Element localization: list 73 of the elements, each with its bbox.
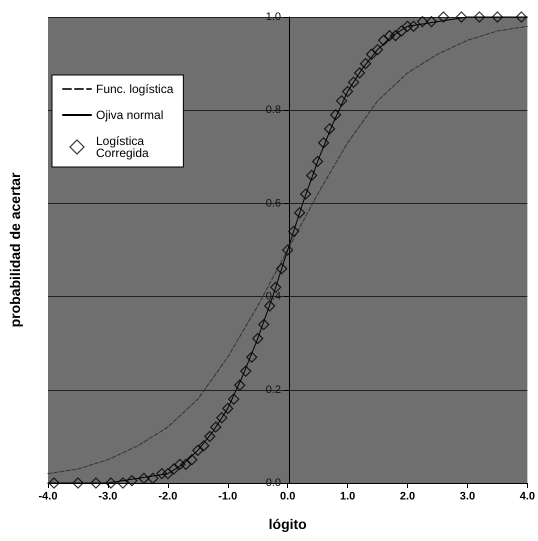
point	[492, 11, 503, 23]
point	[336, 95, 348, 106]
x-tick-label: 4.0	[520, 490, 536, 502]
x-axis-title: lógito	[268, 516, 307, 532]
point	[138, 472, 150, 484]
point	[402, 20, 414, 32]
point	[318, 137, 330, 148]
point	[366, 48, 378, 60]
point	[210, 421, 222, 433]
y-axis-title: probabilidad de acertar	[7, 172, 23, 328]
point	[162, 468, 174, 480]
point	[426, 16, 438, 28]
point	[222, 402, 234, 414]
point	[252, 332, 264, 344]
point	[282, 244, 294, 256]
point	[264, 300, 276, 312]
point	[258, 318, 270, 330]
legend-label: Func. logística	[96, 82, 174, 96]
point	[360, 58, 372, 70]
point	[342, 86, 354, 98]
point	[48, 477, 60, 489]
point	[456, 11, 468, 23]
point	[156, 468, 168, 480]
point	[384, 30, 396, 42]
point	[228, 394, 240, 405]
point	[192, 444, 204, 456]
x-tick-label: 2.0	[400, 490, 416, 502]
point	[354, 67, 366, 79]
point	[72, 477, 84, 489]
x-tick-label: -2.0	[158, 490, 178, 502]
point	[105, 477, 117, 489]
point	[396, 25, 408, 37]
point	[416, 16, 428, 28]
x-tick-label: 1.0	[340, 490, 356, 502]
legend-label: Ojiva normal	[96, 108, 164, 122]
point	[180, 458, 192, 470]
point	[90, 477, 102, 489]
point	[408, 20, 420, 32]
x-tick-label: 3.0	[460, 490, 476, 502]
point	[186, 454, 198, 466]
x-tick-label: 0.0	[280, 490, 296, 502]
point	[438, 11, 450, 23]
point	[300, 188, 312, 200]
point	[294, 207, 306, 218]
point	[147, 472, 158, 484]
point	[234, 380, 246, 391]
x-tick-label: -1.0	[218, 490, 238, 502]
point	[390, 30, 402, 42]
point	[306, 170, 318, 182]
point	[516, 11, 527, 23]
point	[312, 156, 324, 168]
x-tick-label: -3.0	[98, 490, 118, 502]
point	[378, 34, 390, 46]
legend-label: Logística Corregida	[96, 134, 150, 160]
point	[168, 463, 180, 475]
point	[324, 123, 336, 134]
point	[174, 458, 186, 470]
y-tick-label: 0.0	[266, 477, 281, 489]
point	[117, 477, 128, 489]
point	[276, 263, 288, 274]
y-tick-label: 1.0	[266, 11, 281, 23]
x-tick-label: -4.0	[38, 490, 58, 502]
point	[198, 440, 210, 452]
point	[204, 430, 216, 442]
point	[240, 366, 252, 377]
point	[330, 109, 342, 120]
point	[474, 11, 486, 23]
point	[348, 76, 360, 88]
point	[246, 352, 258, 363]
point	[288, 226, 300, 237]
point	[216, 412, 228, 424]
point	[126, 475, 138, 486]
point	[372, 44, 384, 56]
